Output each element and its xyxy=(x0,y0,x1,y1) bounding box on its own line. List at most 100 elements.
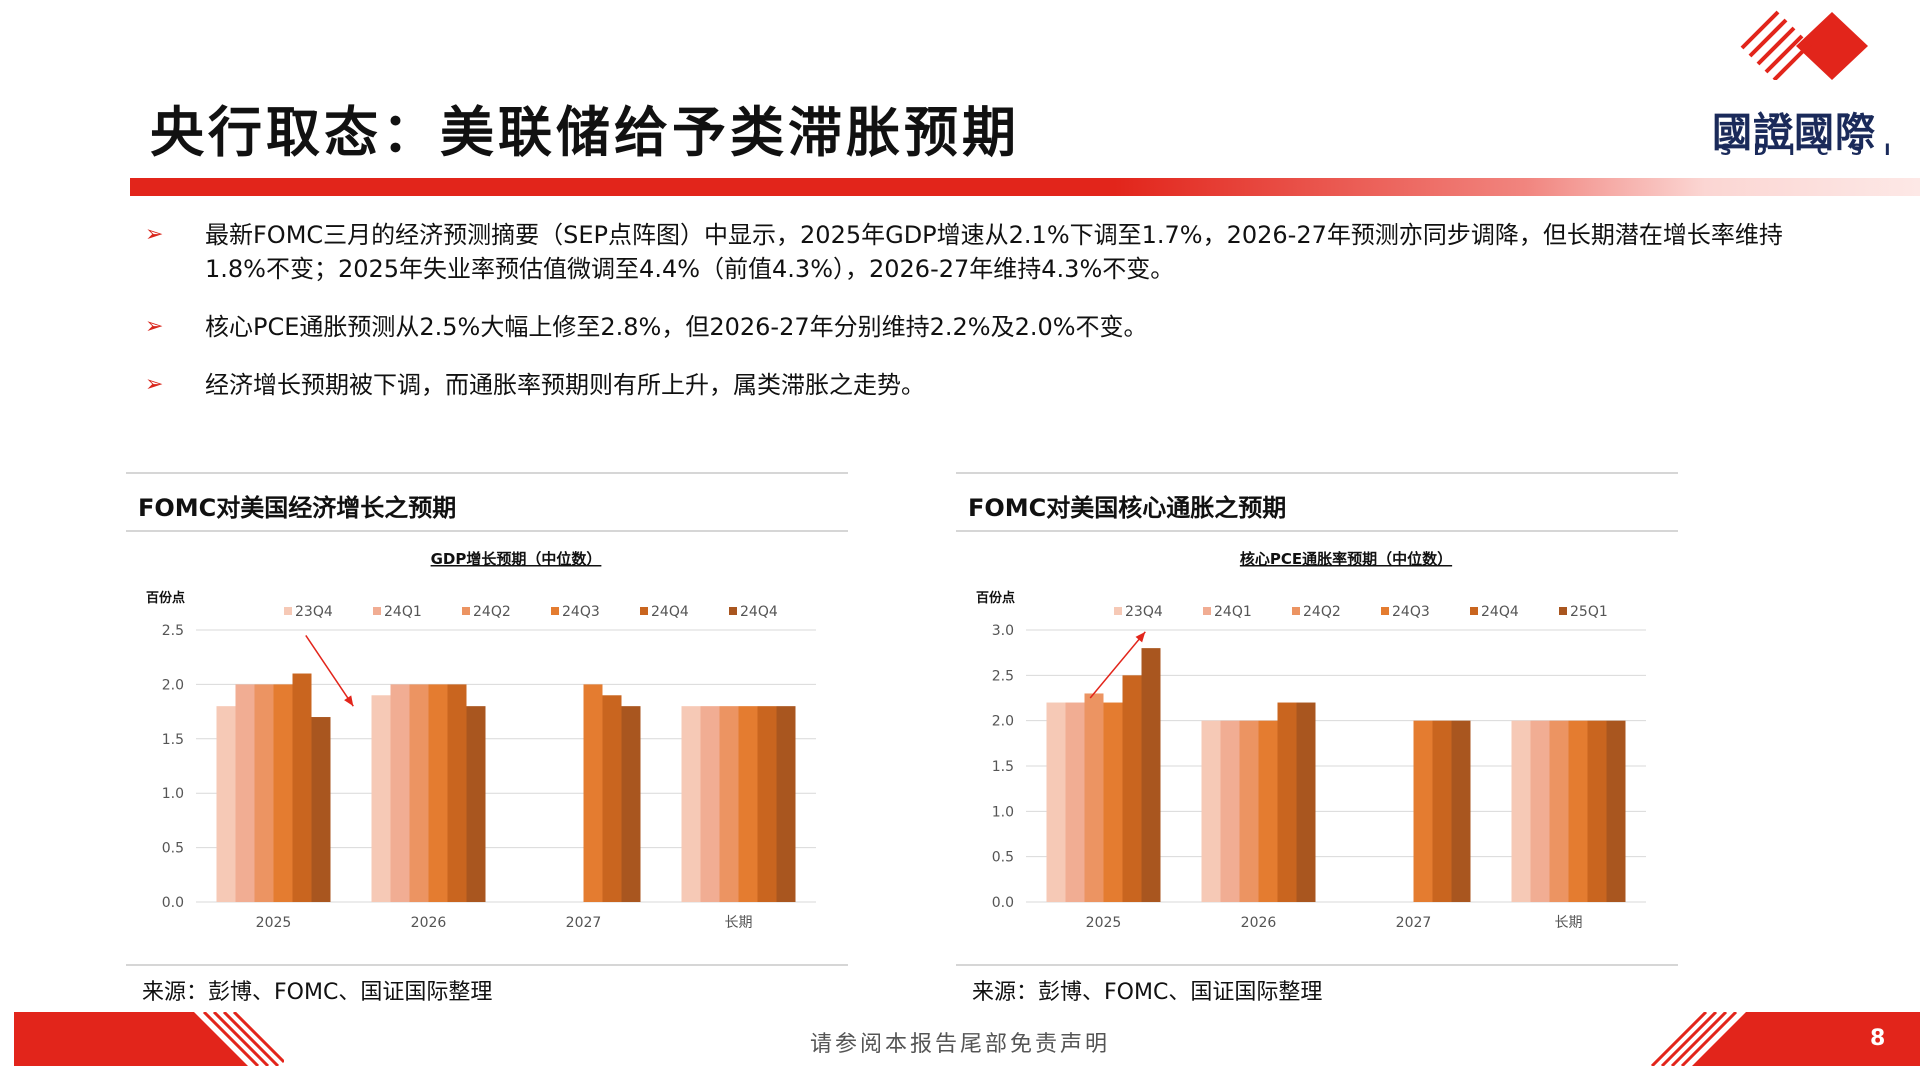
bullet-text: 最新FOMC三月的经济预测摘要（SEP点阵图）中显示，2025年GDP增速从2.… xyxy=(205,221,1783,283)
bar xyxy=(583,684,603,902)
bar xyxy=(1296,702,1316,902)
bar xyxy=(1239,720,1259,902)
gdp-chart: GDP增长预期（中位数） 百份点 23Q4 24Q1 24Q2 24Q3 24Q4 24Q4 0… xyxy=(146,550,816,931)
x-tick-label: 2025 xyxy=(1086,915,1122,931)
pce-forecast-panel: FOMC对美国核心通胀之预期 核心PCE通胀率预期（中位数） 百份点 23Q4 24Q… xyxy=(956,472,1678,968)
source-note: 来源：彭博、FOMC、国证国际整理 xyxy=(972,980,1323,1005)
y-tick-label: 1.5 xyxy=(992,759,1014,775)
source-note: 来源：彭博、FOMC、国证国际整理 xyxy=(142,980,493,1005)
y-tick-label: 1.0 xyxy=(992,804,1014,820)
bar xyxy=(1141,648,1161,902)
legend-label: 23Q4 xyxy=(295,604,333,620)
panel-mid-rule xyxy=(126,530,848,532)
gdp-forecast-panel: FOMC对美国经济增长之预期 GDP增长预期（中位数） 百份点 23Q4 24Q1 24… xyxy=(126,472,848,968)
y-tick-label: 0.5 xyxy=(162,841,184,857)
panel-mid-rule xyxy=(956,530,1678,532)
bar xyxy=(602,695,622,902)
bullet-item: ➢ 经济增长预期被下调，而通胀率预期则有所上升，属类滞胀之走势。 xyxy=(145,368,1785,402)
legend-swatch xyxy=(640,607,648,615)
panel-bottom-rule xyxy=(126,964,848,966)
bar xyxy=(776,706,796,902)
page-number: 8 xyxy=(1870,1026,1886,1051)
x-tick-label: 2027 xyxy=(566,915,602,931)
bar xyxy=(1277,702,1297,902)
legend-label: 24Q4 xyxy=(740,604,778,620)
legend-label: 25Q1 xyxy=(1570,604,1608,620)
disclaimer-text: 请参阅本报告尾部免责声明 xyxy=(809,1032,1110,1057)
legend-swatch xyxy=(1559,607,1567,615)
bar xyxy=(757,706,777,902)
arrow-bullet-icon: ➢ xyxy=(145,222,164,247)
panel-bottom-rule xyxy=(956,964,1678,966)
legend-label: 24Q3 xyxy=(1392,604,1430,620)
bar xyxy=(1065,702,1085,902)
y-axis-label: 百份点 xyxy=(976,590,1015,606)
panel-top-rule xyxy=(956,472,1678,474)
bar xyxy=(1201,720,1221,902)
x-tick-label: 长期 xyxy=(1555,915,1583,931)
y-tick-label: 2.5 xyxy=(162,623,184,639)
legend-swatch xyxy=(462,607,470,615)
legend-swatch xyxy=(1114,607,1122,615)
x-tick-label: 长期 xyxy=(725,915,753,931)
y-tick-label: 2.0 xyxy=(162,677,184,693)
bar xyxy=(1549,720,1569,902)
legend-label: 24Q4 xyxy=(1481,604,1519,620)
bar xyxy=(700,706,720,902)
legend-swatch xyxy=(284,607,292,615)
legend-label: 23Q4 xyxy=(1125,604,1163,620)
y-tick-label: 2.5 xyxy=(992,668,1014,684)
x-tick-label: 2027 xyxy=(1396,915,1432,931)
bar xyxy=(1530,720,1550,902)
y-tick-label: 1.0 xyxy=(162,786,184,802)
panel-heading: FOMC对美国核心通胀之预期 xyxy=(968,494,1287,522)
bar xyxy=(1413,720,1433,902)
bar xyxy=(1451,720,1471,902)
bar xyxy=(681,706,701,902)
bar xyxy=(1606,720,1626,902)
y-tick-label: 3.0 xyxy=(992,623,1014,639)
chart-title: GDP增长预期（中位数） xyxy=(431,550,602,568)
legend-label: 24Q3 xyxy=(562,604,600,620)
bar xyxy=(719,706,739,902)
bullet-item: ➢ 最新FOMC三月的经济预测摘要（SEP点阵图）中显示，2025年GDP增速从… xyxy=(145,218,1785,286)
bullet-list: ➢ 最新FOMC三月的经济预测摘要（SEP点阵图）中显示，2025年GDP增速从… xyxy=(145,218,1785,426)
bar xyxy=(254,684,274,902)
trend-arrow-head-icon xyxy=(1135,631,1146,643)
bullet-text: 核心PCE通胀预测从2.5%大幅上修至2.8%，但2026-27年分别维持2.2… xyxy=(205,313,1148,341)
x-tick-label: 2026 xyxy=(411,915,447,931)
x-tick-label: 2025 xyxy=(256,915,292,931)
y-tick-label: 0.0 xyxy=(162,895,184,911)
legend-swatch xyxy=(1470,607,1478,615)
bar xyxy=(292,673,312,902)
trend-arrow-head-icon xyxy=(344,695,354,707)
legend-label: 24Q4 xyxy=(651,604,689,620)
header-divider-bar xyxy=(130,178,1920,196)
bar xyxy=(466,706,486,902)
panel-heading: FOMC对美国经济增长之预期 xyxy=(138,494,457,522)
legend-swatch xyxy=(1381,607,1389,615)
bar xyxy=(1220,720,1240,902)
sdicsi-logo-icon xyxy=(1740,10,1868,80)
trend-arrow-line xyxy=(1089,631,1146,699)
legend-swatch xyxy=(1203,607,1211,615)
bar xyxy=(235,684,255,902)
bar xyxy=(1046,702,1066,902)
legend-label: 24Q1 xyxy=(1214,604,1252,620)
y-tick-label: 0.0 xyxy=(992,895,1014,911)
bar xyxy=(1084,693,1104,902)
bar xyxy=(1103,702,1123,902)
y-tick-label: 2.0 xyxy=(992,714,1014,730)
bar xyxy=(1258,720,1278,902)
bar xyxy=(1432,720,1452,902)
bullet-text: 经济增长预期被下调，而通胀率预期则有所上升，属类滞胀之走势。 xyxy=(205,371,925,399)
arrow-bullet-icon: ➢ xyxy=(145,314,164,339)
legend-swatch xyxy=(373,607,381,615)
bar xyxy=(1587,720,1607,902)
logo-english-name: SDICSI xyxy=(1720,140,1913,159)
pce-chart: 核心PCE通胀率预期（中位数） 百份点 23Q4 24Q1 24Q2 24Q3 24Q4 25… xyxy=(976,550,1646,931)
bar xyxy=(216,706,236,902)
bar xyxy=(621,706,641,902)
bar xyxy=(390,684,410,902)
y-axis-label: 百份点 xyxy=(146,590,185,606)
